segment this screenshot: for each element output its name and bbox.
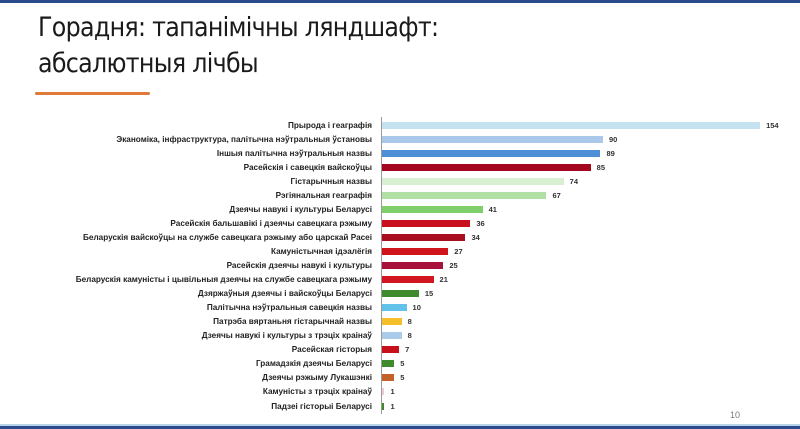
bar	[382, 346, 400, 354]
bar	[382, 262, 444, 269]
bottom-border-light	[0, 424, 800, 426]
chart-row: Эканоміка, інфраструктура, палітычна нэў…	[0, 133, 800, 146]
chart-row: Расейская гісторыя 7	[0, 343, 800, 356]
bar	[382, 276, 434, 284]
category-label: Падзеі гісторыі Беларусі	[271, 401, 372, 411]
category-label: Расейскія дзеячы навукі і культуры	[226, 261, 372, 270]
category-label: Расейская гісторыя	[291, 345, 372, 355]
bar	[382, 121, 761, 129]
value-label: 36	[476, 218, 485, 228]
bar	[382, 135, 603, 143]
bar	[382, 163, 591, 171]
title-line-1: Горадня: тапанімічны ляндшафт:	[38, 12, 439, 43]
value-label: 5	[400, 359, 405, 369]
value-label: 89	[606, 148, 615, 158]
bar	[382, 374, 395, 382]
chart-row: Дзяржаўныя дзеячы і вайскоўцы Беларусі 15	[0, 287, 800, 300]
category-label: Іншыя палітычна нэўтральныя назвы	[216, 148, 372, 158]
category-label: Дзеячы навукі і культуры Беларусі	[229, 204, 372, 214]
value-label: 67	[552, 190, 561, 200]
bar	[382, 233, 466, 241]
bar	[382, 149, 601, 157]
bar	[382, 290, 419, 298]
chart-row: Рэгіянальная геаграфія 67	[0, 189, 800, 202]
chart-row: Дзеячы навукі і культуры з трэціх краіна…	[0, 329, 800, 342]
value-label: 5	[400, 373, 405, 383]
value-label: 8	[407, 331, 412, 341]
value-label: 8	[407, 317, 412, 327]
chart-row: Патрэба вяртаньня гістарычнай назвы 8	[0, 315, 800, 328]
bottom-border	[0, 426, 800, 429]
title-underline	[35, 92, 150, 95]
chart-row: Падзеі гісторыі Беларусі 1	[0, 400, 800, 413]
bar	[382, 191, 547, 199]
title-line-2: абсалютныя лічбы	[38, 48, 259, 79]
category-label: Дзяржаўныя дзеячы і вайскоўцы Беларусі	[197, 289, 372, 299]
chart-row: Дзеячы навукі і культуры Беларусі 41	[0, 203, 800, 216]
value-label: 34	[471, 232, 480, 242]
category-label: Расейскія бальшавікі і дзеячы савецкага …	[170, 218, 372, 228]
category-label: Беларускія камуністы і цывільныя дзеячы …	[75, 275, 372, 285]
chart-row: Беларускія камуністы і цывільныя дзеячы …	[0, 273, 800, 286]
chart-row: Камуністычная ідэалёгія 27	[0, 245, 800, 258]
value-label: 41	[488, 204, 497, 214]
bar	[382, 360, 395, 368]
category-label: Рэгіянальная геаграфія	[275, 190, 372, 200]
chart-row: Дзеячы рэжыму Лукашэнкі 5	[0, 371, 800, 384]
value-label: 25	[449, 261, 458, 270]
bar	[382, 177, 564, 185]
category-label: Камуністычная ідэалёгія	[271, 246, 372, 256]
bar	[382, 402, 385, 410]
chart-row: Грамадзкія дзеячы Беларусі 5	[0, 357, 800, 370]
value-label: 154	[766, 120, 779, 130]
bar	[382, 247, 449, 255]
category-label: Дзеячы навукі і культуры з трэціх краіна…	[201, 331, 372, 341]
page-number: 10	[730, 410, 741, 420]
category-label: Эканоміка, інфраструктура, палітычна нэў…	[116, 134, 372, 144]
chart-row: Беларускія вайскоўцы на службе савецкага…	[0, 231, 800, 244]
category-label: Дзеячы рэжыму Лукашэнкі	[262, 373, 372, 383]
chart-row: Палітычна нэўтральныя савецкія назвы 10	[0, 301, 800, 314]
bar	[382, 388, 385, 396]
chart-row: Расейскія бальшавікі і дзеячы савецкага …	[0, 217, 800, 230]
value-label: 7	[405, 345, 410, 355]
top-border	[0, 0, 800, 3]
bar	[382, 205, 483, 213]
chart-row: Расейскія і савецкія вайскоўцы 85	[0, 161, 800, 174]
value-label: 27	[454, 246, 463, 256]
value-label: 15	[424, 289, 434, 299]
chart-row: Расейскія дзеячы навукі і культуры 25	[0, 259, 800, 272]
value-label: 74	[569, 176, 578, 186]
slide-title: Горадня: тапанімічны ляндшафт: абсалютны…	[38, 10, 439, 82]
category-label: Палітычна нэўтральныя савецкія назвы	[206, 303, 372, 313]
category-label: Патрэба вяртаньня гістарычнай назвы	[213, 317, 372, 327]
chart-row: Гістарычныя назвы 74	[0, 175, 800, 188]
value-label: 90	[608, 134, 618, 144]
chart-row: Прырода і геаграфія 154	[0, 119, 800, 132]
value-label: 1	[390, 387, 395, 397]
bar	[382, 304, 407, 312]
value-label: 10	[412, 303, 421, 313]
category-label: Расейскія і савецкія вайскоўцы	[243, 162, 372, 172]
y-axis-line	[381, 117, 382, 414]
chart-row: Камуністы з трэціх краінаў 1	[0, 385, 800, 398]
value-label: 1	[390, 401, 395, 411]
value-label: 21	[439, 275, 448, 285]
category-label: Гістарычныя назвы	[290, 176, 372, 186]
chart-row: Іншыя палітычна нэўтральныя назвы 89	[0, 147, 800, 160]
bar	[382, 318, 402, 326]
category-label: Камуністы з трэціх краінаў	[262, 387, 372, 397]
category-label: Грамадзкія дзеячы Беларусі	[255, 359, 372, 369]
category-label: Беларускія вайскоўцы на службе савецкага…	[83, 232, 372, 242]
bar	[382, 332, 402, 340]
bar	[382, 219, 471, 227]
category-label: Прырода і геаграфія	[287, 120, 372, 130]
value-label: 85	[596, 162, 606, 172]
